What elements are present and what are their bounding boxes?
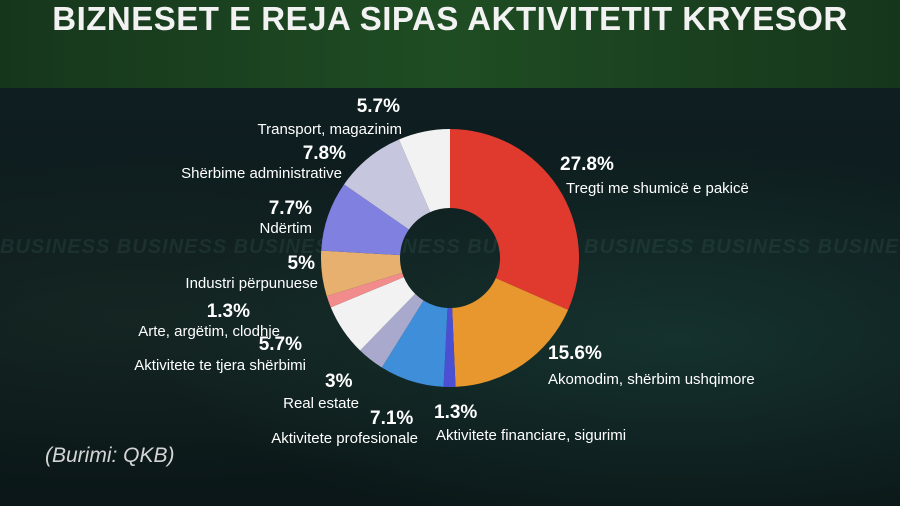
slice-6 — [326, 272, 404, 308]
slice-2-value-label: 1.3% — [434, 402, 477, 423]
donut-slices — [321, 129, 579, 388]
slice-3-category-label: Aktivitete profesionale — [271, 430, 418, 447]
slice-7-category-label: Industri përpunuese — [185, 275, 318, 292]
source-note: (Burimi: QKB) — [45, 444, 175, 467]
slice-8-category-label: Ndërtim — [259, 220, 312, 237]
slice-1-value-label: 15.6% — [548, 343, 602, 364]
slice-1-category-label: Akomodim, shërbim ushqimore — [548, 371, 755, 388]
slice-9-category-label: Shërbime administrative — [181, 165, 342, 182]
slice-7 — [321, 250, 403, 297]
slice-10-category-label: Transport, magazinim — [258, 121, 403, 138]
slice-6-value-label: 1.3% — [207, 301, 250, 322]
slice-labels: 27.8% Tregti me shumicë e pakicë 15.6% Akom… — [134, 96, 754, 447]
slice-0-category-label: Tregti me shumicë e pakicë — [566, 180, 749, 197]
slice-5-value-label: 5.7% — [259, 334, 302, 355]
slice-9 — [344, 139, 431, 230]
slice-3-value-label: 7.1% — [370, 408, 413, 429]
slice-4 — [360, 293, 424, 368]
slice-10 — [398, 129, 450, 213]
slice-4-value-label: 3% — [325, 371, 353, 392]
slice-5 — [330, 277, 416, 351]
slice-2 — [443, 307, 456, 388]
chart-title: BIZNESET E REJA SIPAS AKTIVITETIT KRYESO… — [52, 0, 848, 37]
slice-9-value-label: 7.8% — [303, 143, 346, 164]
slice-3 — [381, 300, 448, 387]
slice-2-category-label: Aktivitete financiare, sigurimi — [436, 427, 626, 444]
slice-6-category-label: Arte, argëtim, clodhje — [138, 323, 280, 340]
slice-0 — [450, 129, 579, 310]
title-bar — [0, 0, 900, 88]
background-watermark-text: BUSINESS BUSINESS BUSINESS BUSINESS BUSI… — [0, 236, 900, 258]
slice-4-category-label: Real estate — [283, 395, 359, 412]
slice-0-value-label: 27.8% — [560, 154, 614, 175]
slice-10-value-label: 5.7% — [357, 96, 400, 117]
slice-7-value-label: 5% — [288, 253, 316, 274]
slice-8 — [321, 184, 409, 256]
slice-5-category-label: Aktivitete te tjera shërbimi — [134, 357, 306, 374]
slice-8-value-label: 7.7% — [269, 198, 312, 219]
slice-1 — [452, 278, 569, 387]
